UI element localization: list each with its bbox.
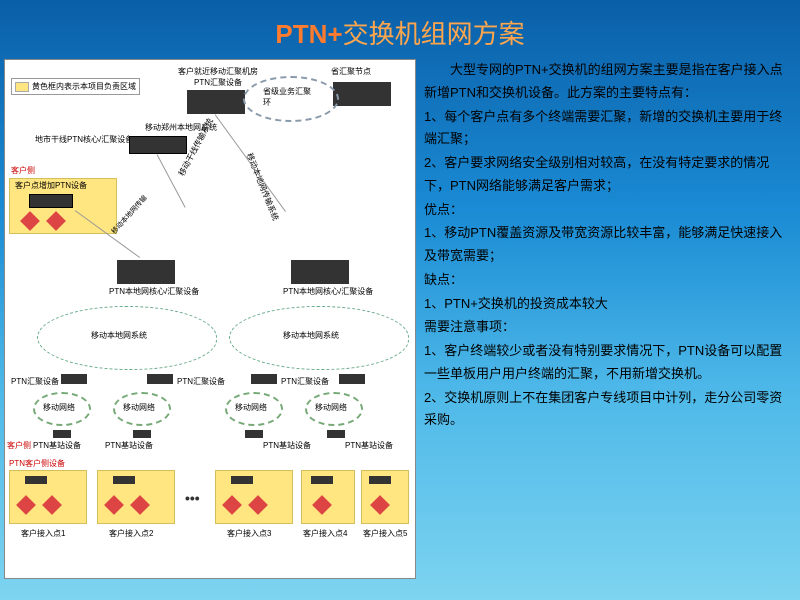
dev-city-trunk <box>129 136 187 154</box>
lbl-base-4: PTN基站设备 <box>345 440 393 451</box>
dev-core-2 <box>291 260 349 284</box>
lbl-base-2: PTN基站设备 <box>105 440 153 451</box>
lbl-ap5: 客户接入点5 <box>363 528 407 539</box>
lbl-base-1: PTN基站设备 <box>33 440 81 451</box>
lbl-net-3: 移动网络 <box>235 402 267 413</box>
lbl-ap3: 客户接入点3 <box>227 528 271 539</box>
lbl-cust-side-2: 客户侧 <box>7 440 31 451</box>
dev-base-3 <box>245 430 263 438</box>
lbl-agg-l2: PTN汇聚设备 <box>177 376 225 387</box>
lbl-core-2: PTN本地网核心/汇聚设备 <box>283 286 373 297</box>
dev-agg-4 <box>339 374 365 384</box>
lbl-agg-r: PTN汇聚设备 <box>281 376 329 387</box>
legend-text: 黄色框内表示本项目负责区域 <box>32 82 136 91</box>
ellipsis: ••• <box>185 490 200 506</box>
lbl-core-1: PTN本地网核心/汇聚设备 <box>109 286 199 297</box>
dev-b4 <box>311 476 333 484</box>
heading-cons: 缺点： <box>424 269 792 292</box>
lbl-ap1: 客户接入点1 <box>21 528 65 539</box>
lbl-ap2: 客户接入点2 <box>109 528 153 539</box>
para-note1: 1、客户终端较少或者没有特别要求情况下，PTN设备可以配置一些单板用户用户终端的… <box>424 340 792 386</box>
dev-core-1 <box>117 260 175 284</box>
lbl-cust-dev: PTN客户侧设备 <box>9 458 65 469</box>
conn-2 <box>215 114 286 212</box>
zone-b3 <box>215 470 293 524</box>
lbl-prov-ring: 省级业务汇聚环 <box>263 86 313 108</box>
lbl-ap4: 客户接入点4 <box>303 528 347 539</box>
dev-cust-ptn <box>29 194 73 208</box>
title-en: PTN+ <box>275 19 342 49</box>
para-pro1: 1、移动PTN覆盖资源及带宽资源比较丰富，能够满足快速接入及带宽需要； <box>424 222 792 268</box>
lbl-base-3: PTN基站设备 <box>263 440 311 451</box>
lbl-net-2: 移动网络 <box>123 402 155 413</box>
zone-b2 <box>97 470 175 524</box>
lbl-cust-ptn: 客户点增加PTN设备 <box>15 180 87 191</box>
heading-notes: 需要注意事项： <box>424 316 792 339</box>
lbl-prov-node: 省汇聚节点 <box>331 66 371 77</box>
lbl-sys1: 移动本地网系统 <box>91 330 147 341</box>
legend-box: 黄色框内表示本项目负责区域 <box>11 78 140 95</box>
description-column: 大型专网的PTN+交换机的组网方案主要是指在客户接入点新增PTN和交换机设备。此… <box>424 59 792 579</box>
lbl-net-1: 移动网络 <box>43 402 75 413</box>
para-feat2: 2、客户要求网络安全级别相对较高，在没有特定要求的情况下，PTN网络能够满足客户… <box>424 152 792 198</box>
dev-agg-2 <box>147 374 173 384</box>
dev-base-1 <box>53 430 71 438</box>
dev-base-4 <box>327 430 345 438</box>
dev-agg-1 <box>61 374 87 384</box>
para-con1: 1、PTN+交换机的投资成本较大 <box>424 293 792 316</box>
zone-b1 <box>9 470 87 524</box>
dev-base-2 <box>133 430 151 438</box>
title-cn: 交换机组网方案 <box>343 19 525 49</box>
lbl-cust-nearby: 客户就近移动汇聚机房PTN汇聚设备 <box>173 66 263 88</box>
dev-b5 <box>369 476 391 484</box>
lbl-cust-side: 客户侧 <box>11 165 35 176</box>
dev-prov-node <box>333 82 391 106</box>
dev-agg-top <box>187 90 245 114</box>
para-feat1: 1、每个客户点有多个终端需要汇聚，新增的交换机主要用于终端汇聚； <box>424 106 792 152</box>
dev-b1 <box>25 476 47 484</box>
lbl-sys2: 移动本地网系统 <box>283 330 339 341</box>
dev-b3 <box>231 476 253 484</box>
legend-swatch <box>15 82 29 92</box>
dev-agg-3 <box>251 374 277 384</box>
para-note2: 2、交换机原则上不在集团客户专线项目中计列，走分公司零资采购。 <box>424 387 792 433</box>
network-diagram: 黄色框内表示本项目负责区域 客户就近移动汇聚机房PTN汇聚设备 省汇聚节点 省级… <box>4 59 416 579</box>
dev-b2 <box>113 476 135 484</box>
lbl-agg-l: PTN汇聚设备 <box>11 376 59 387</box>
heading-pros: 优点： <box>424 199 792 222</box>
lbl-net-4: 移动网络 <box>315 402 347 413</box>
para-intro: 大型专网的PTN+交换机的组网方案主要是指在客户接入点新增PTN和交换机设备。此… <box>424 59 792 105</box>
